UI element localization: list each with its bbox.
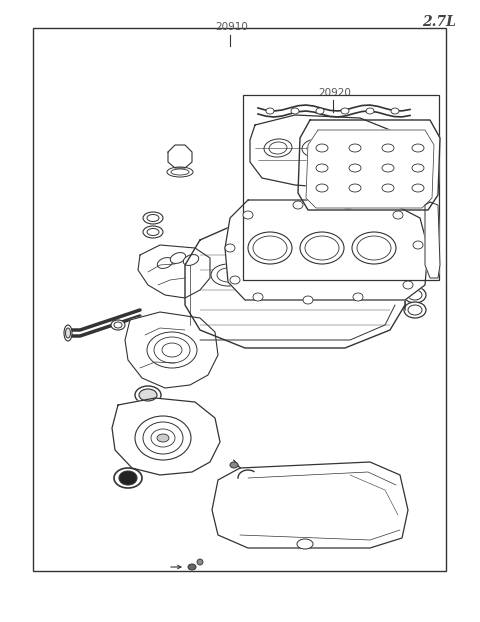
Ellipse shape [353,293,363,301]
Polygon shape [138,245,210,298]
Ellipse shape [352,232,396,264]
Ellipse shape [114,322,122,328]
Ellipse shape [162,343,182,357]
Ellipse shape [147,215,159,221]
Ellipse shape [391,108,399,114]
Bar [243,95,439,280]
Ellipse shape [147,228,159,236]
Ellipse shape [143,422,183,454]
Ellipse shape [349,144,361,152]
Ellipse shape [253,236,287,260]
Ellipse shape [291,108,299,114]
Ellipse shape [382,144,394,152]
Ellipse shape [307,142,325,154]
Ellipse shape [413,241,423,249]
Ellipse shape [408,290,422,300]
Polygon shape [225,200,428,300]
Ellipse shape [345,142,363,154]
Polygon shape [125,312,218,388]
Ellipse shape [230,276,240,284]
Polygon shape [168,145,192,168]
Ellipse shape [119,471,137,485]
Ellipse shape [343,201,353,209]
Ellipse shape [287,268,309,282]
Ellipse shape [302,139,330,157]
Ellipse shape [197,559,203,565]
Ellipse shape [211,264,245,286]
Ellipse shape [248,232,292,264]
Ellipse shape [404,302,426,318]
Ellipse shape [157,434,169,442]
Ellipse shape [393,211,403,219]
Ellipse shape [366,108,374,114]
Ellipse shape [154,337,190,363]
Ellipse shape [171,169,189,175]
Ellipse shape [247,264,281,286]
Ellipse shape [114,468,142,488]
Polygon shape [185,218,405,348]
Ellipse shape [408,305,422,315]
Ellipse shape [188,564,196,570]
Text: 20920: 20920 [318,88,351,98]
Ellipse shape [412,184,424,192]
Ellipse shape [382,164,394,172]
Ellipse shape [135,386,161,404]
Ellipse shape [225,244,235,252]
Ellipse shape [143,226,163,238]
Ellipse shape [64,325,72,341]
Polygon shape [298,120,440,210]
Ellipse shape [266,108,274,114]
Ellipse shape [143,212,163,224]
Ellipse shape [316,184,328,192]
Ellipse shape [316,164,328,172]
Ellipse shape [316,108,324,114]
Ellipse shape [305,236,339,260]
Ellipse shape [167,167,193,177]
Ellipse shape [139,389,157,401]
Ellipse shape [349,184,361,192]
Ellipse shape [341,108,349,114]
Ellipse shape [297,539,313,549]
Ellipse shape [412,144,424,152]
Ellipse shape [303,296,313,304]
Ellipse shape [135,416,191,460]
Ellipse shape [317,264,351,286]
Ellipse shape [170,253,186,264]
Ellipse shape [300,232,344,264]
Ellipse shape [382,184,394,192]
Ellipse shape [65,328,71,338]
Ellipse shape [230,462,238,468]
Polygon shape [112,398,220,475]
Ellipse shape [147,332,197,368]
Ellipse shape [253,293,263,301]
Ellipse shape [217,268,239,282]
Ellipse shape [340,139,368,157]
Text: 2.7L: 2.7L [422,15,456,29]
Polygon shape [250,115,400,188]
Ellipse shape [111,320,125,330]
Polygon shape [425,202,440,278]
Ellipse shape [253,268,275,282]
Text: 20910: 20910 [215,22,248,32]
Polygon shape [306,130,434,208]
Ellipse shape [357,236,391,260]
Ellipse shape [183,254,199,266]
Ellipse shape [323,268,345,282]
Ellipse shape [264,139,292,157]
Ellipse shape [403,281,413,289]
Ellipse shape [243,211,253,219]
Bar [33,28,446,571]
Ellipse shape [404,287,426,303]
Ellipse shape [412,164,424,172]
Ellipse shape [157,258,173,269]
Ellipse shape [281,264,315,286]
Ellipse shape [316,144,328,152]
Ellipse shape [349,164,361,172]
Ellipse shape [293,201,303,209]
Ellipse shape [151,429,175,447]
Ellipse shape [269,142,287,154]
Polygon shape [212,462,408,548]
